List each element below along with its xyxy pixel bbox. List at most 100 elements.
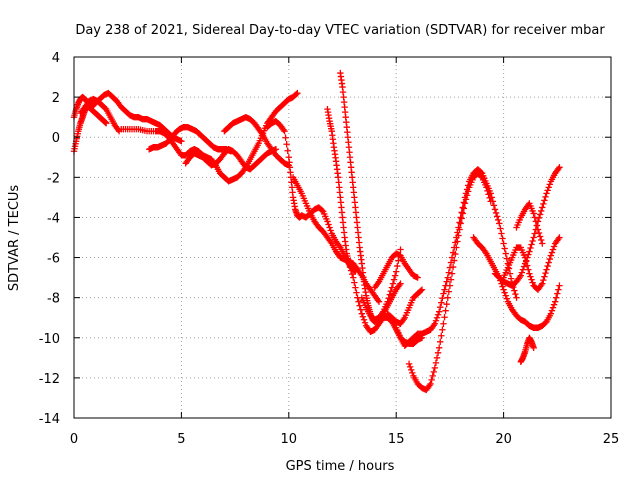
data-point bbox=[541, 273, 548, 280]
data-point bbox=[483, 184, 490, 191]
data-point bbox=[462, 196, 470, 203]
data-point bbox=[431, 364, 439, 372]
data-point bbox=[440, 290, 447, 297]
data-point bbox=[519, 266, 527, 273]
data-point bbox=[490, 202, 498, 209]
data-point bbox=[484, 187, 491, 195]
data-point bbox=[543, 266, 550, 273]
data-point bbox=[390, 276, 398, 283]
data-point bbox=[547, 252, 555, 259]
data-point bbox=[513, 294, 520, 301]
x-tick-label: 5 bbox=[177, 432, 185, 447]
data-point bbox=[428, 376, 435, 384]
data-point bbox=[535, 229, 543, 237]
data-point bbox=[526, 248, 533, 255]
data-point bbox=[406, 363, 414, 371]
data-point bbox=[430, 368, 437, 376]
data-point bbox=[444, 274, 451, 281]
data-point bbox=[432, 359, 440, 367]
data-point bbox=[501, 289, 508, 296]
data-point bbox=[284, 147, 291, 154]
data-point bbox=[318, 207, 326, 214]
series-arc4 bbox=[118, 89, 301, 185]
data-point bbox=[441, 314, 448, 321]
data-point bbox=[530, 344, 537, 352]
data-point bbox=[350, 274, 357, 281]
series-arc12 bbox=[358, 246, 404, 323]
data-point bbox=[458, 215, 465, 222]
data-point bbox=[539, 280, 546, 287]
data-point bbox=[556, 164, 563, 171]
data-point bbox=[536, 211, 544, 218]
data-point bbox=[385, 294, 392, 302]
data-point bbox=[439, 294, 446, 302]
data-point bbox=[408, 366, 415, 374]
y-tick-label: -12 bbox=[39, 372, 60, 387]
data-point bbox=[437, 303, 444, 311]
data-point bbox=[548, 249, 556, 256]
data-point bbox=[493, 213, 501, 220]
data-point bbox=[353, 289, 360, 296]
data-point bbox=[434, 311, 442, 318]
y-tick-label: -4 bbox=[47, 211, 60, 226]
data-point bbox=[545, 184, 552, 191]
data-point bbox=[440, 320, 447, 327]
data-point bbox=[293, 90, 300, 98]
data-point bbox=[355, 298, 362, 305]
data-point bbox=[524, 262, 531, 269]
data-point bbox=[294, 89, 301, 97]
y-tick-label: -6 bbox=[47, 252, 60, 267]
data-point bbox=[324, 218, 331, 225]
x-tick-label: 25 bbox=[603, 432, 620, 447]
data-point bbox=[405, 360, 413, 368]
data-point bbox=[528, 276, 535, 283]
x-tick-label: 20 bbox=[495, 432, 512, 447]
data-point bbox=[434, 349, 442, 357]
data-point bbox=[550, 243, 558, 250]
y-tick-labels: 4 2 0 -2 -4 -6 -8 -10 -12 -14 bbox=[39, 51, 60, 427]
data-point bbox=[517, 272, 524, 279]
data-point bbox=[361, 319, 369, 326]
series-arc14 bbox=[384, 286, 426, 327]
data-point bbox=[543, 190, 550, 197]
data-point bbox=[356, 302, 363, 309]
data-point bbox=[526, 270, 533, 277]
data-point bbox=[456, 219, 463, 226]
plot-frame bbox=[73, 56, 612, 419]
data-point bbox=[507, 275, 515, 282]
series-arc3 bbox=[77, 95, 123, 135]
data-point bbox=[397, 280, 404, 287]
series-arc13 bbox=[371, 250, 421, 291]
data-point bbox=[545, 259, 552, 266]
data-point bbox=[542, 193, 549, 201]
data-point bbox=[359, 313, 367, 320]
data-point bbox=[325, 221, 332, 228]
data-point bbox=[357, 306, 364, 313]
data-point bbox=[397, 246, 404, 253]
data-point bbox=[417, 287, 425, 294]
data-point bbox=[418, 286, 426, 293]
y-tick-label: -2 bbox=[47, 171, 60, 186]
data-point bbox=[103, 119, 110, 127]
data-point bbox=[458, 209, 465, 216]
data-point bbox=[551, 298, 559, 305]
data-point bbox=[375, 298, 383, 305]
data-point bbox=[529, 279, 536, 286]
data-point bbox=[496, 220, 503, 227]
data-point bbox=[386, 291, 393, 298]
series-arc21 bbox=[513, 200, 546, 247]
data-point bbox=[452, 250, 459, 258]
data-point bbox=[448, 270, 456, 277]
data-point bbox=[553, 294, 560, 301]
data-point bbox=[498, 230, 505, 237]
data-point bbox=[527, 273, 534, 280]
data-point bbox=[389, 280, 397, 287]
data-point bbox=[533, 222, 541, 229]
axis-ticks bbox=[73, 56, 612, 419]
series-arc20 bbox=[517, 334, 537, 366]
data-point bbox=[388, 284, 396, 291]
data-points bbox=[70, 69, 563, 394]
data-point bbox=[438, 299, 445, 306]
series-arc17 bbox=[470, 234, 563, 331]
series-arc6 bbox=[182, 146, 280, 173]
